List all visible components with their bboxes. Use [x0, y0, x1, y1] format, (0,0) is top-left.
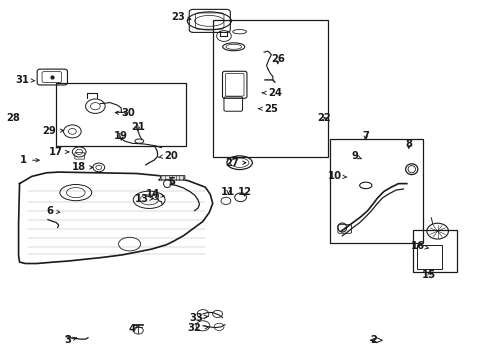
Text: 2: 2 [370, 335, 377, 345]
Text: 19: 19 [114, 131, 128, 141]
Text: 7: 7 [362, 131, 368, 141]
Text: 9: 9 [350, 150, 360, 161]
Text: 6: 6 [47, 206, 60, 216]
Text: 33: 33 [189, 312, 208, 323]
Bar [56, 83, 185, 146]
Text: 13: 13 [135, 194, 153, 204]
Text: 30: 30 [115, 108, 135, 118]
Bar [212, 20, 327, 157]
Text: 32: 32 [187, 323, 208, 333]
Text: 1: 1 [20, 155, 39, 165]
Text: 14: 14 [146, 189, 164, 199]
Text: 29: 29 [42, 126, 63, 136]
Text: 15: 15 [422, 270, 435, 280]
Text: 24: 24 [262, 88, 282, 98]
Text: 25: 25 [258, 104, 277, 114]
Bar [412, 230, 456, 272]
Bar [416, 245, 441, 269]
Text: 26: 26 [270, 54, 284, 64]
Polygon shape [370, 338, 382, 343]
Text: 22: 22 [316, 113, 330, 123]
Text: 10: 10 [326, 171, 346, 181]
Text: 12: 12 [237, 186, 251, 197]
Text: 17: 17 [48, 147, 68, 157]
Text: 8: 8 [405, 139, 411, 149]
Text: 28: 28 [7, 113, 20, 123]
Text: 18: 18 [71, 162, 93, 172]
Text: 21: 21 [131, 122, 144, 132]
Bar [329, 139, 422, 243]
Polygon shape [187, 12, 231, 30]
Text: 23: 23 [171, 12, 190, 22]
Text: 3: 3 [64, 335, 77, 345]
Text: 4: 4 [128, 324, 138, 334]
Polygon shape [19, 172, 212, 264]
Text: 27: 27 [224, 158, 245, 168]
Polygon shape [159, 176, 184, 180]
Text: 16: 16 [409, 240, 427, 251]
Text: 11: 11 [221, 186, 235, 197]
Text: 20: 20 [158, 150, 177, 161]
Text: 31: 31 [15, 75, 35, 85]
Text: 5: 5 [168, 177, 175, 187]
